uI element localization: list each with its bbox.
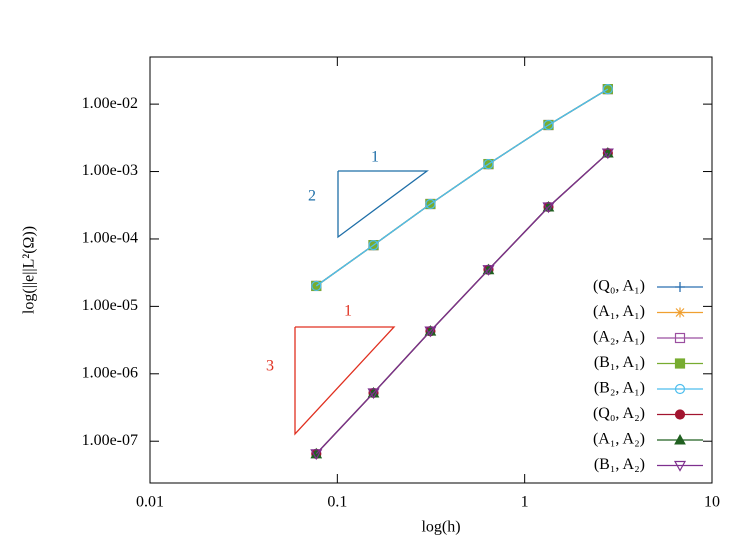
marker — [542, 202, 555, 214]
y-axis-label: log(||e||L²(Ω)) — [21, 226, 38, 314]
legend-label: (A₁, A₁) — [593, 303, 645, 320]
legend-label: (A₂, A₁) — [593, 329, 645, 346]
legend-label: (B₁, A₂) — [594, 456, 645, 473]
slope-triangle — [294, 326, 396, 436]
series-line — [315, 152, 609, 455]
series-line — [315, 88, 609, 287]
marker — [310, 449, 323, 461]
x-tick-label: 1 — [521, 494, 529, 511]
marker — [602, 84, 613, 95]
marker — [675, 282, 685, 292]
marker — [482, 265, 495, 276]
annotation: 1 — [344, 303, 352, 320]
marker — [543, 119, 554, 131]
marker — [674, 358, 686, 369]
annotation: 3 — [266, 358, 274, 375]
series-line — [315, 152, 609, 455]
plot-frame — [149, 56, 713, 484]
series-line — [315, 88, 609, 287]
marker — [424, 326, 437, 338]
series-line — [315, 152, 609, 455]
marker — [674, 409, 686, 420]
x-tick-label: 10 — [704, 494, 720, 511]
x-tick-label: 0.1 — [327, 494, 347, 511]
marker — [674, 383, 686, 395]
marker — [601, 148, 614, 160]
series-line — [315, 88, 609, 287]
legend-label: (B₂, A₁) — [594, 380, 645, 397]
x-tick-label: 0.01 — [136, 494, 164, 511]
x-axis-label: log(h) — [421, 519, 460, 536]
marker — [674, 332, 686, 344]
legend-label: (Q₀, A₁) — [593, 278, 645, 295]
y-tick-label: 1.00e-04 — [82, 230, 138, 247]
annotation: 1 — [371, 149, 379, 166]
marker — [674, 433, 686, 445]
marker — [483, 158, 494, 170]
series-line — [315, 88, 609, 287]
y-tick-label: 1.00e-03 — [82, 162, 138, 179]
y-tick-label: 1.00e-07 — [82, 432, 138, 449]
marker — [673, 460, 687, 472]
y-tick-label: 1.00e-05 — [82, 297, 138, 314]
slope-triangle — [337, 170, 429, 239]
marker — [425, 198, 436, 210]
marker — [311, 280, 322, 292]
legend-label: (B₁, A₁) — [594, 354, 645, 371]
marker — [675, 307, 685, 318]
y-tick-label: 1.00e-02 — [82, 95, 138, 112]
series-line — [315, 88, 609, 287]
marker — [368, 240, 379, 251]
legend-label: (Q₀, A₂) — [593, 405, 645, 422]
legend-label: (A₁, A₂) — [593, 431, 645, 448]
y-tick-label: 1.00e-06 — [82, 364, 138, 381]
annotation: 2 — [308, 188, 316, 205]
marker — [367, 388, 380, 400]
